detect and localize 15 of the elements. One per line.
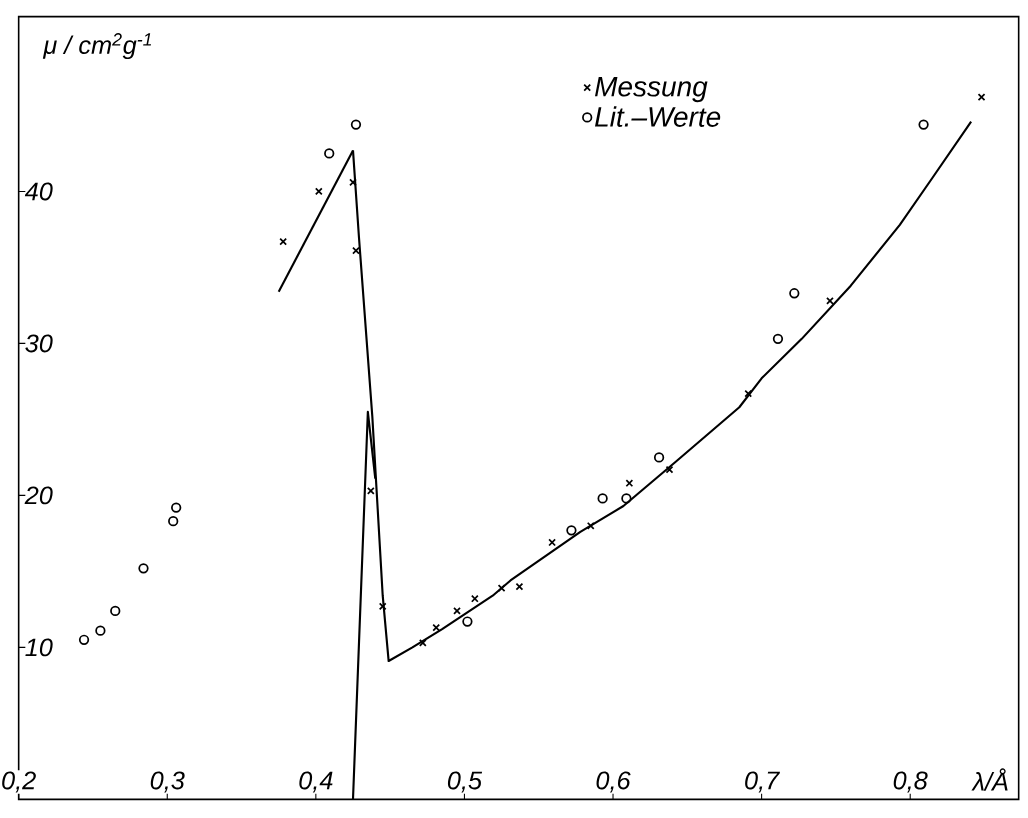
x-tick-label: 0,4 [299, 771, 333, 793]
y-tick-label: 30 [25, 334, 53, 353]
x-tick-label: 0,5 [447, 771, 483, 793]
y-tick-label: 20 [24, 486, 53, 505]
y-tick-label: 40 [24, 182, 53, 201]
legend-label: Messung [595, 77, 708, 103]
legend-label: Lit.–Werte [595, 106, 721, 127]
x-tick-label: 0,7 [745, 771, 780, 793]
x-tick-label: 0,3 [150, 771, 185, 793]
x-tick-label: 0,2 [2, 771, 36, 793]
x-tick-label: 0,8 [893, 771, 928, 793]
x-tick-label: 0,6 [596, 771, 631, 793]
x-axis-title: λ/Å [971, 768, 1008, 791]
y-tick-label: 10 [25, 638, 53, 657]
y-axis-title: μ / cm$^{2}$g$^{-1}$ [42, 33, 152, 60]
